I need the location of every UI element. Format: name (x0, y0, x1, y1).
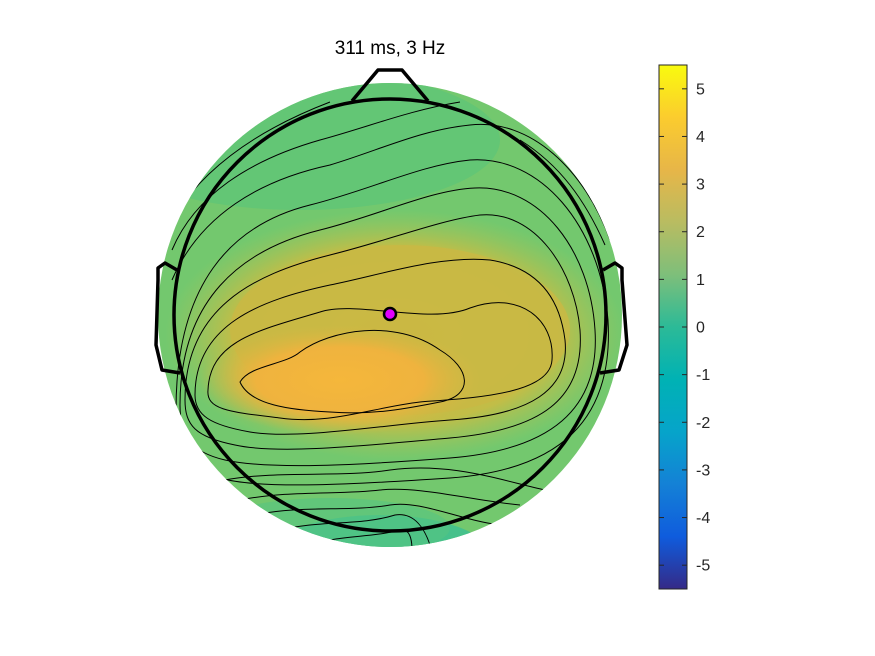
contour-line (224, 467, 546, 491)
frontal-region (158, 83, 500, 210)
colorbar-tick-label: -2 (696, 415, 710, 432)
head-circle-outline (172, 97, 608, 533)
colorbar-tick-label: -5 (696, 558, 710, 575)
plot-title: 311 ms, 3 Hz (335, 38, 446, 59)
contour-line (179, 187, 596, 467)
colorbar-tick-label: 0 (696, 320, 705, 337)
nose-outline (350, 68, 430, 103)
head-outline (154, 68, 629, 533)
contour-line (519, 139, 606, 246)
scalp-map (158, 83, 622, 547)
contour-line (171, 123, 611, 281)
colorbar-ticks: 5 4 3 2 1 0 -1 -2 -3 -4 -5 (659, 81, 710, 575)
contour-line-peak (239, 329, 465, 414)
right-ear-outline (599, 261, 629, 375)
colorbar-tick-label: -4 (696, 510, 710, 527)
contour-line (194, 258, 566, 435)
colorbar-tick-label: 3 (696, 177, 705, 194)
contour-line (207, 302, 553, 421)
contour-line (171, 101, 461, 251)
colorbar: 5 4 3 2 1 0 -1 -2 -3 -4 -5 (658, 64, 710, 590)
contour-line (239, 488, 521, 506)
colorbar-tick-label: 1 (696, 272, 705, 289)
colorbar-tick-label: 2 (696, 224, 705, 241)
contour-line (184, 214, 581, 450)
contour-lines (171, 101, 613, 547)
colorbar-tick-label: 4 (696, 129, 705, 146)
colorbar-tick-label: -3 (696, 462, 710, 479)
peak-region (200, 325, 480, 435)
colorbar-tick-label: -1 (696, 367, 710, 384)
colorbar-tick-label: 5 (696, 81, 705, 98)
marked-channel-marker (382, 306, 398, 322)
left-ear-outline (154, 261, 181, 375)
